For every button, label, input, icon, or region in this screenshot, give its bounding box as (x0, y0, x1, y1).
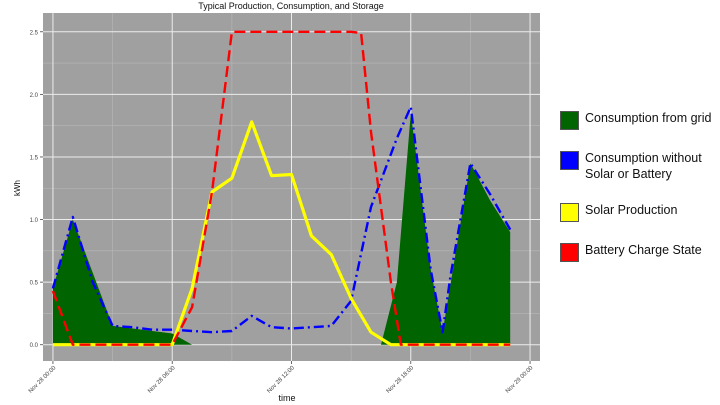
y-tick-label: 0.0 (30, 343, 39, 349)
y-tick-label: 2.0 (30, 93, 39, 99)
legend-item-solar: Solar Production (560, 202, 720, 222)
area-layer (52, 113, 511, 345)
legend-item-battery: Battery Charge State (560, 242, 720, 262)
y-tick-label: 1.0 (30, 218, 39, 224)
legend: Consumption from grid Consumption withou… (560, 110, 720, 282)
y-tick-label: 1.5 (30, 155, 39, 161)
legend-label-grid: Consumption from grid (585, 111, 712, 125)
line-layer (51, 30, 512, 347)
x-tick-label: Nov 28 00:00 (28, 365, 58, 395)
legend-label-battery: Battery Charge State (585, 243, 702, 257)
legend-item-consumption: Consumption without Solar or Battery (560, 150, 720, 182)
y-tick-label: 0.5 (30, 281, 39, 287)
legend-swatch-consumption (560, 151, 579, 170)
legend-label-consumption: Consumption without Solar or Battery (585, 151, 702, 181)
series-consumption-from-grid (381, 113, 511, 345)
legend-swatch-solar (560, 203, 579, 222)
x-tick-label: Nov 28 18:00 (386, 365, 416, 395)
series-consumption-from-grid (52, 219, 193, 345)
x-axis-label: time (278, 393, 295, 403)
y-axis-label: kWh (13, 180, 22, 196)
legend-label-solar: Solar Production (585, 203, 678, 217)
legend-swatch-battery (560, 243, 579, 262)
x-tick-label: Nov 28 12:00 (266, 365, 296, 395)
series-solar-production (52, 120, 511, 347)
series-consumption-without-solar-or-battery (51, 105, 512, 334)
y-tick-label: 2.5 (30, 30, 39, 36)
chart-title: Typical Production, Consumption, and Sto… (198, 1, 384, 11)
series-battery-charge-state (51, 30, 511, 346)
legend-item-grid: Consumption from grid (560, 110, 720, 130)
x-tick-label: Nov 28 06:00 (147, 365, 177, 395)
x-tick-label: Nov 29 00:00 (505, 365, 535, 395)
legend-swatch-grid (560, 111, 579, 130)
